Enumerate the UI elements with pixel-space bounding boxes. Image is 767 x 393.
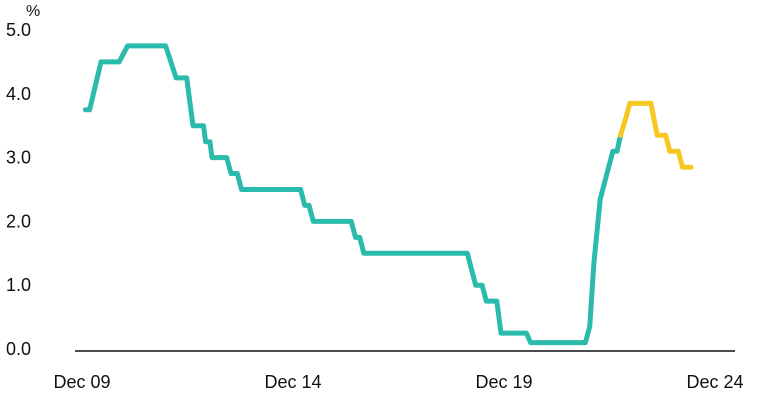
y-axis-unit-label: % <box>26 3 40 20</box>
y-tick-label: 4.0 <box>6 84 31 104</box>
series-line-0 <box>82 43 623 346</box>
y-axis-ticks: 0.0 1.0 2.0 3.0 4.0 5.0 <box>6 20 31 359</box>
y-tick-label: 0.0 <box>6 339 31 359</box>
x-tick-label: Dec 14 <box>264 372 321 392</box>
y-tick-label: 1.0 <box>6 275 31 295</box>
series-layer <box>82 43 694 346</box>
x-axis-ticks: Dec 09 Dec 14 Dec 19 Dec 24 <box>53 372 743 392</box>
y-tick-label: 5.0 <box>6 20 31 40</box>
x-tick-label: Dec 19 <box>475 372 532 392</box>
y-tick-label: 3.0 <box>6 148 31 168</box>
y-tick-label: 2.0 <box>6 211 31 231</box>
series-line-1 <box>618 100 694 170</box>
x-tick-label: Dec 09 <box>53 372 110 392</box>
x-tick-label: Dec 24 <box>686 372 743 392</box>
